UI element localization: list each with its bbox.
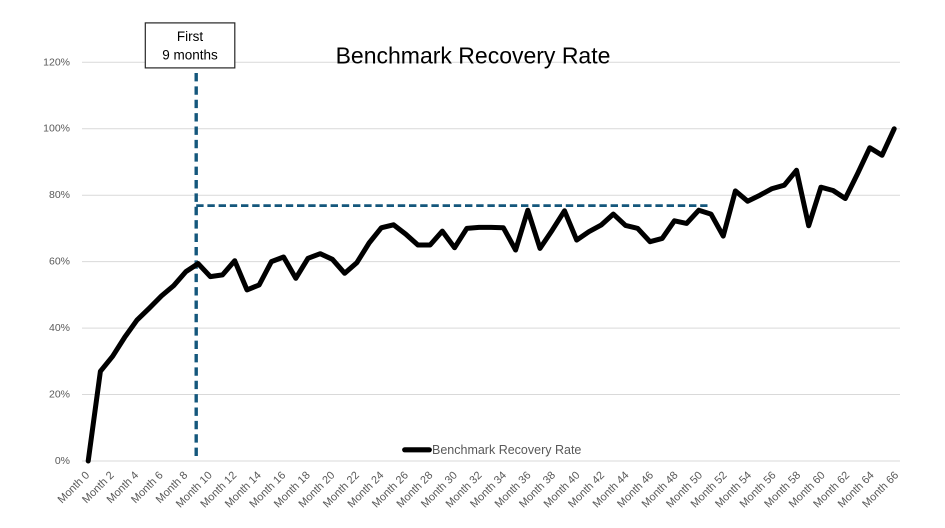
svg-text:0%: 0% [55,455,70,467]
svg-text:9 months: 9 months [162,47,218,62]
svg-text:60%: 60% [49,256,70,268]
svg-text:100%: 100% [43,123,70,135]
svg-text:Benchmark Recovery Rate: Benchmark Recovery Rate [432,443,581,457]
svg-text:Benchmark Recovery Rate: Benchmark Recovery Rate [336,42,611,68]
svg-text:40%: 40% [49,322,70,334]
svg-text:First: First [177,29,203,44]
svg-text:20%: 20% [49,389,70,401]
svg-text:120%: 120% [43,56,70,68]
svg-text:80%: 80% [49,189,70,201]
